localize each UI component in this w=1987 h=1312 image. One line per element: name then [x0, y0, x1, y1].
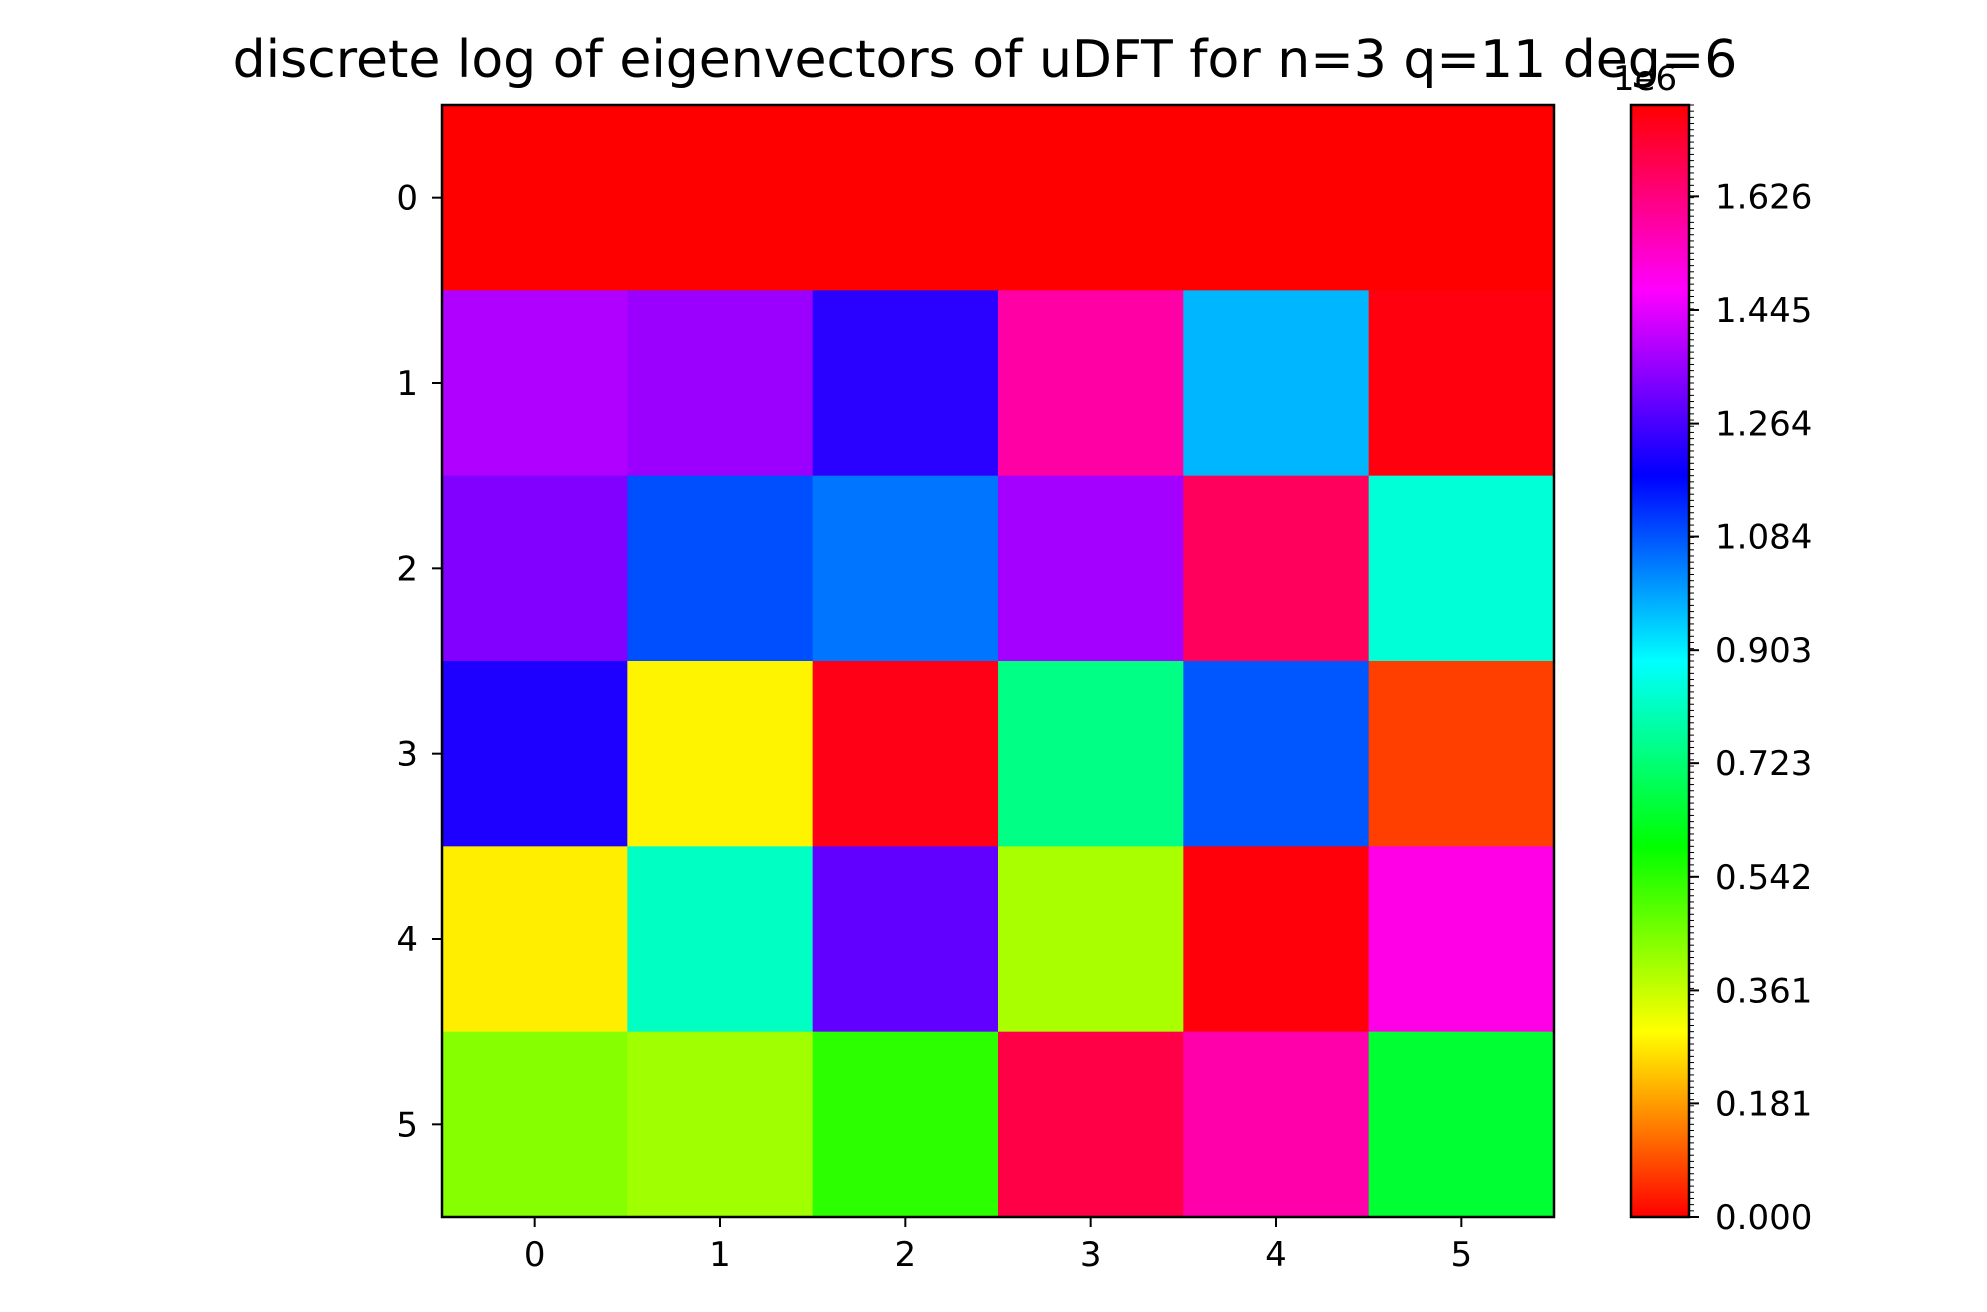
heatmap-cell — [627, 846, 814, 1033]
x-tick-label: 0 — [524, 1235, 546, 1275]
heatmap-cell — [812, 1031, 999, 1218]
heatmap-cell — [1183, 105, 1370, 291]
y-tick-label: 5 — [396, 1105, 418, 1145]
chart-title: discrete log of eigenvectors of uDFT for… — [233, 30, 1738, 90]
colorbar-tick-label: 1.084 — [1715, 518, 1812, 558]
x-tick-label: 4 — [1265, 1235, 1287, 1275]
colorbar-tick-label: 1.264 — [1715, 405, 1812, 445]
y-axis-ticks: 0 1 2 3 4 5 — [396, 179, 442, 1145]
heatmap-cell — [998, 475, 1184, 662]
heatmap-cell — [442, 290, 628, 477]
y-tick-label: 3 — [396, 735, 418, 775]
heatmap-cell — [998, 1031, 1184, 1218]
heatmap-cell — [1183, 475, 1370, 662]
heatmap-cell — [998, 290, 1184, 477]
colorbar-ticks: 0.000 0.181 0.361 0.542 0.723 0.903 1.084 1.264… — [1689, 177, 1812, 1238]
x-tick-label: 2 — [895, 1235, 917, 1275]
heatmap-cell — [812, 475, 999, 662]
heatmap-cell — [627, 475, 814, 662]
heatmap-cell — [1368, 846, 1555, 1033]
heatmap-cell — [1368, 105, 1555, 291]
heatmap-cell — [442, 475, 628, 662]
colorbar-tick-label: 0.723 — [1715, 744, 1812, 784]
colorbar: 0.000 0.181 0.361 0.542 0.723 0.903 1.084 1.264… — [1613, 59, 1812, 1238]
heatmap-cell — [812, 105, 999, 291]
heatmap-cell — [998, 661, 1184, 847]
heatmap-cell — [442, 846, 628, 1033]
colorbar-tick-label: 0.181 — [1715, 1084, 1812, 1124]
colorbar-offset-label: 1e6 — [1613, 59, 1677, 99]
y-tick-label: 4 — [396, 920, 418, 960]
heatmap-cell — [442, 105, 628, 291]
colorbar-tick-label: 0.542 — [1715, 858, 1812, 898]
colorbar-tick-label: 0.361 — [1715, 971, 1812, 1011]
heatmap-cell — [442, 1031, 628, 1218]
heatmap-cell — [627, 290, 814, 477]
heatmap-cell — [1183, 661, 1370, 847]
y-tick-label: 0 — [396, 179, 418, 219]
heatmap-cell — [627, 1031, 814, 1218]
x-tick-label: 1 — [709, 1235, 731, 1275]
heatmap-cell — [1183, 290, 1370, 477]
x-tick-label: 3 — [1080, 1235, 1102, 1275]
heatmap-cell — [627, 105, 814, 291]
x-tick-label: 5 — [1451, 1235, 1473, 1275]
colorbar-tick-label: 1.445 — [1715, 291, 1812, 331]
colorbar-tick-label: 0.903 — [1715, 631, 1812, 671]
heatmap-cell — [1368, 661, 1555, 847]
heatmap-cell — [1368, 290, 1555, 477]
heatmap-cell — [998, 105, 1184, 291]
colorbar-tick-label: 1.626 — [1715, 177, 1812, 217]
heatmap-cell — [812, 290, 999, 477]
heatmap-cell — [1368, 475, 1555, 662]
heatmap-cell — [1368, 1031, 1555, 1218]
heatmap-cells — [442, 105, 1555, 1218]
plot-frame — [440, 103, 1556, 1219]
heatmap-cell — [812, 661, 999, 847]
x-axis-ticks: 0 1 2 3 4 5 — [524, 1217, 1472, 1275]
heatmap-cell — [627, 661, 814, 847]
y-tick-label: 2 — [396, 549, 418, 589]
heatmap-cell — [1183, 846, 1370, 1033]
heatmap-cell — [998, 846, 1184, 1033]
y-tick-label: 1 — [396, 364, 418, 404]
colorbar-tick-label: 0.000 — [1715, 1198, 1812, 1238]
heatmap-cell — [812, 846, 999, 1033]
colorbar-gradient — [1631, 105, 1689, 1217]
heatmap-cell — [1183, 1031, 1370, 1218]
heatmap-cell — [442, 661, 628, 847]
colorbar-frame — [1629, 103, 1691, 1219]
